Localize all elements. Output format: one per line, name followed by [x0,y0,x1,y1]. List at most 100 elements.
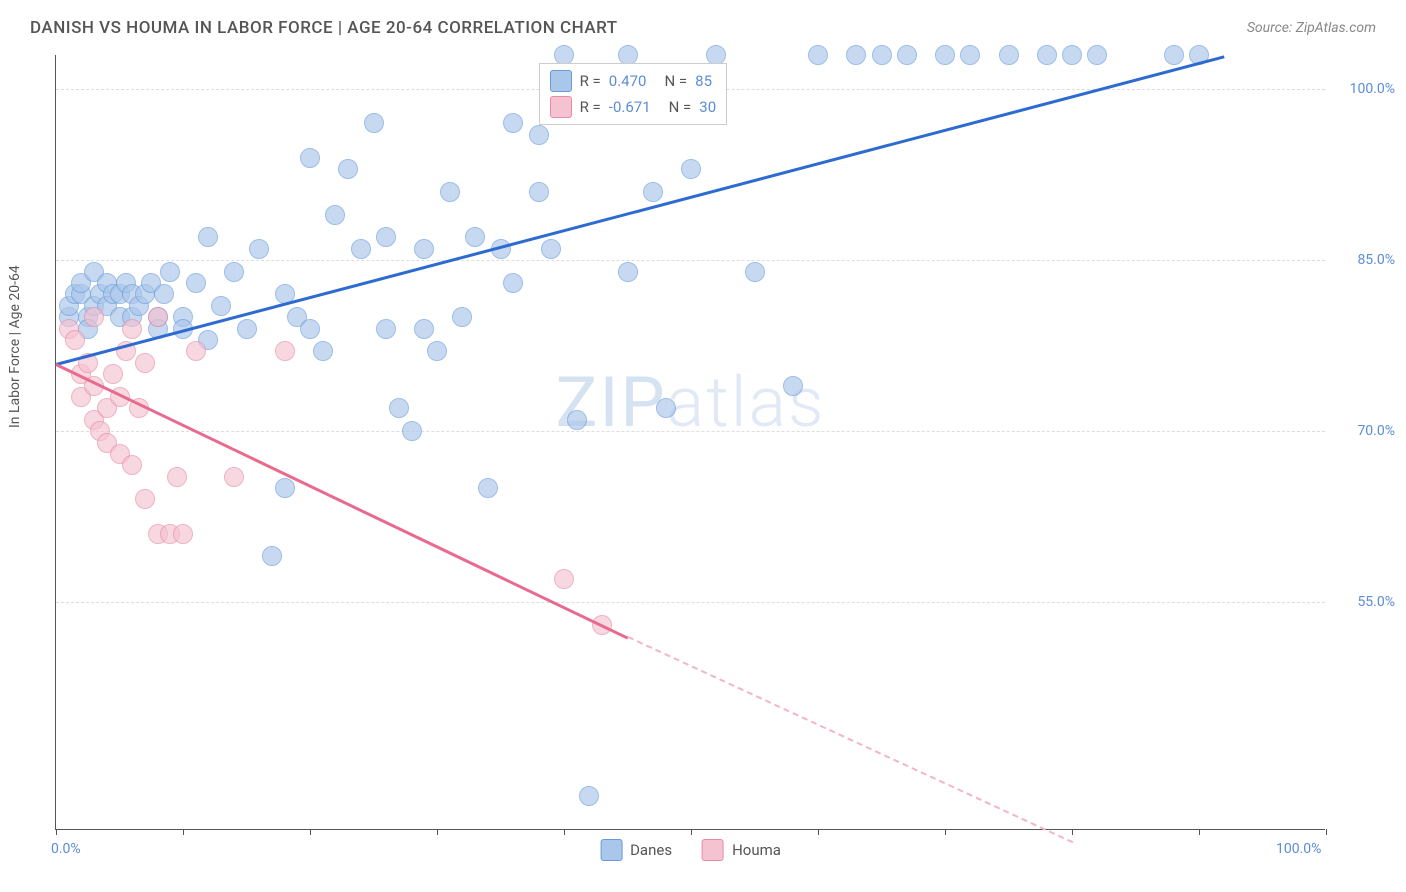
danes-point [249,239,269,259]
danes-point [325,205,345,225]
y-axis-label: In Labor Force | Age 20-64 [7,265,23,428]
danes-point [211,296,231,316]
swatch-danes [550,70,572,92]
x-tick [183,829,184,835]
x-tick [564,829,565,835]
r-value: -0.671 [609,98,651,116]
danes-point [275,478,295,498]
danes-point [402,421,422,441]
danes-point [376,319,396,339]
houma-point [167,467,187,487]
r-label: R = [580,72,601,90]
danes-point [999,45,1019,65]
n-value: 30 [699,98,716,116]
danes-point [960,45,980,65]
y-tick-label: 85.0% [1357,252,1395,268]
n-label: N = [669,98,692,116]
danes-point [300,148,320,168]
x-tick [1072,829,1073,835]
trend-line [627,636,1072,843]
danes-point [427,341,447,361]
chart-plot-area: ZIPatlas 55.0%70.0%85.0%100.0%0.0%100.0%… [55,55,1325,830]
houma-point [554,569,574,589]
danes-point [414,239,434,259]
x-tick-label: 100.0% [1276,841,1321,857]
houma-point [224,467,244,487]
r-label: R = [580,98,601,116]
houma-point [84,307,104,327]
danes-point [656,398,676,418]
danes-point [465,227,485,247]
danes-point [846,45,866,65]
houma-point [135,489,155,509]
houma-point [122,455,142,475]
danes-point [389,398,409,418]
danes-point [300,319,320,339]
x-tick [691,829,692,835]
danes-point [1164,45,1184,65]
danes-point [440,182,460,202]
x-tick [945,829,946,835]
danes-point [154,284,174,304]
houma-point [148,307,168,327]
gridline [56,602,1325,603]
danes-point [160,262,180,282]
danes-point [783,376,803,396]
danes-point [1087,45,1107,65]
x-tick [1326,829,1327,835]
x-tick [437,829,438,835]
danes-point [338,159,358,179]
danes-point [897,45,917,65]
r-value: 0.470 [609,72,647,90]
danes-point [1062,45,1082,65]
danes-point [529,125,549,145]
danes-point [745,262,765,282]
chart-title: DANISH VS HOUMA IN LABOR FORCE | AGE 20-… [30,18,618,38]
stats-box: R =0.470N =85R =-0.671N =30 [539,63,728,125]
legend-item-danes: Danes [600,839,672,861]
danes-point [503,273,523,293]
danes-point [935,45,955,65]
x-tick [56,829,57,835]
danes-point [262,546,282,566]
houma-point [135,353,155,373]
n-value: 85 [695,72,712,90]
swatch-houma [550,96,572,118]
danes-point [872,45,892,65]
danes-point [643,182,663,202]
danes-point [618,262,638,282]
houma-point [122,319,142,339]
danes-point [237,319,257,339]
legend-swatch-danes [600,839,622,861]
houma-point [65,330,85,350]
danes-point [478,478,498,498]
x-tick [818,829,819,835]
danes-point [529,182,549,202]
legend: Danes Houma [600,839,781,861]
danes-point [186,273,206,293]
y-tick-label: 100.0% [1350,81,1395,97]
danes-point [414,319,434,339]
danes-point [567,410,587,430]
houma-point [103,364,123,384]
stats-row-houma: R = -0.671 N = 30 [550,94,717,120]
legend-swatch-houma [702,839,724,861]
houma-point [275,341,295,361]
danes-point [313,341,333,361]
danes-point [351,239,371,259]
legend-item-houma: Houma [702,839,781,861]
x-tick [310,829,311,835]
houma-point [173,524,193,544]
n-label: N = [664,72,687,90]
x-tick [1199,829,1200,835]
danes-point [364,113,384,133]
stats-row-danes: R = 0.470 N = 85 [550,68,717,94]
danes-point [579,786,599,806]
houma-point [186,341,206,361]
danes-point [541,239,561,259]
x-tick-label: 0.0% [51,841,81,857]
y-tick-label: 70.0% [1357,423,1395,439]
gridline [56,260,1325,261]
danes-point [808,45,828,65]
gridline [56,431,1325,432]
